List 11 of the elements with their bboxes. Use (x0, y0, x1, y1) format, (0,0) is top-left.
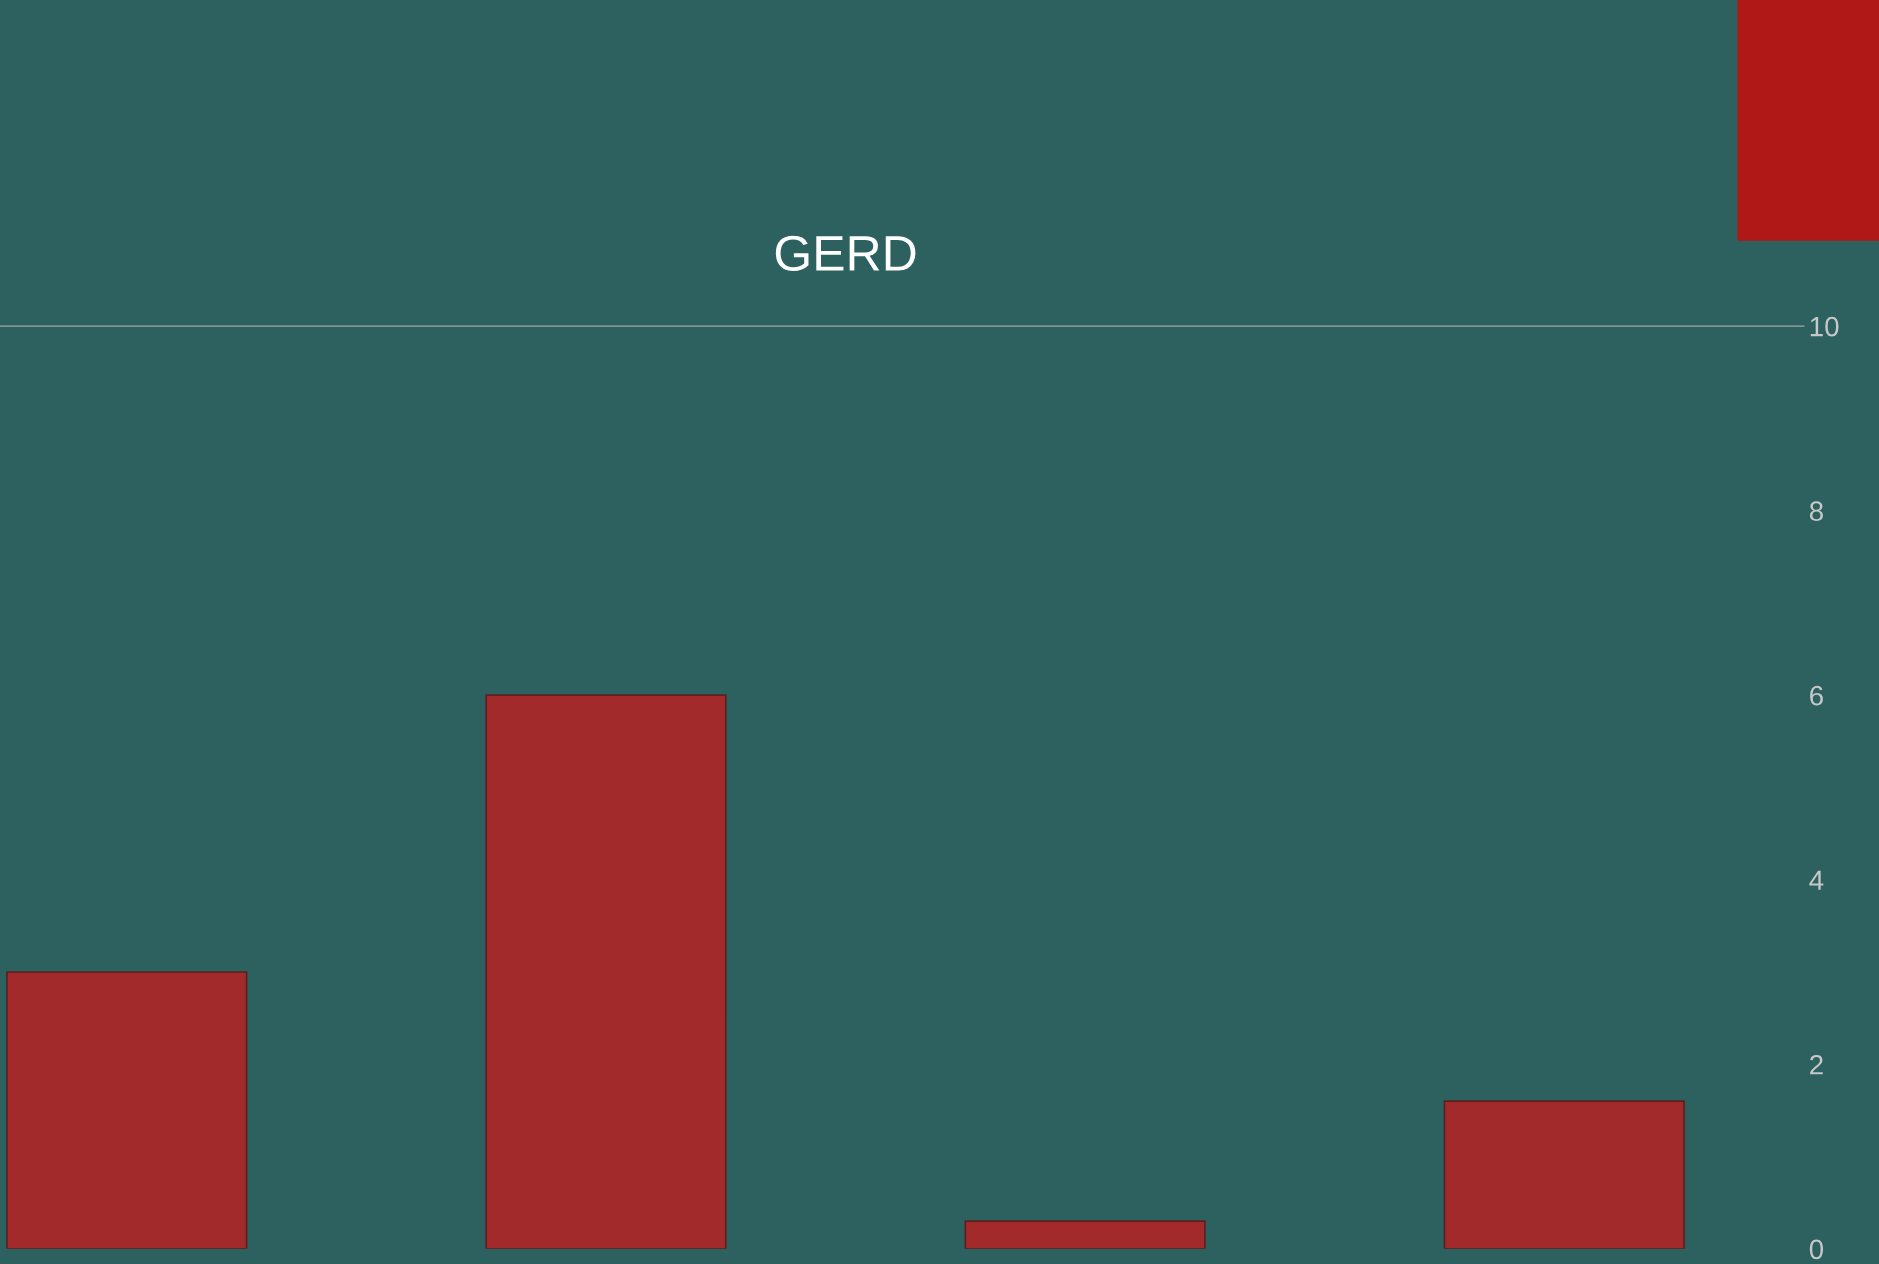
y-tick-label: 4 (1809, 870, 1824, 890)
bar (6, 971, 248, 1249)
chart-title: GERD (775, 235, 916, 272)
y-tick-label: 2 (1810, 1054, 1823, 1075)
bar (964, 1220, 1206, 1249)
y-tick-label: 10 (1810, 316, 1839, 337)
y-tick-label: 6 (1810, 685, 1823, 706)
bar (1443, 1100, 1685, 1249)
bar (485, 694, 727, 1249)
y-tick-label: 8 (1809, 501, 1823, 521)
y-tick-label: 0 (1809, 1239, 1824, 1260)
